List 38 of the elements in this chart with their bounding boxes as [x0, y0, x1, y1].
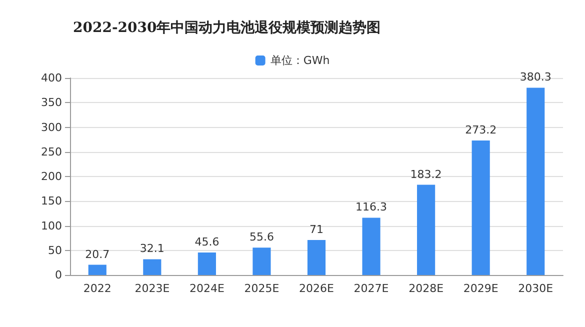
data-label: 116.3 [356, 200, 388, 214]
x-tick-label: 2028E [408, 282, 444, 295]
data-label: 273.2 [465, 123, 497, 136]
data-label: 380.3 [520, 70, 552, 84]
y-tick-label: 400 [41, 72, 62, 84]
y-tick-label: 350 [41, 96, 62, 110]
x-tick-label: 2025E [244, 282, 280, 295]
y-tick-label: 200 [41, 170, 62, 183]
data-label: 20.7 [85, 248, 110, 261]
bar [472, 140, 490, 275]
bar [526, 88, 545, 275]
x-tick-label: 2022 [83, 282, 112, 295]
data-label: 183.2 [410, 168, 442, 181]
data-label: 71 [310, 223, 324, 236]
data-label: 32.1 [140, 242, 164, 256]
x-tick-label: 2026E [299, 282, 334, 295]
x-tick-label: 2029E [463, 282, 498, 295]
bar [252, 248, 271, 275]
bar [88, 264, 106, 275]
data-label: 45.6 [194, 236, 220, 249]
bar [307, 240, 326, 275]
y-tick-label: 100 [41, 219, 62, 232]
x-tick-label: 2024E [189, 282, 224, 295]
x-tick-label: 2023E [134, 282, 170, 295]
x-tick-label: 2030E [518, 282, 554, 295]
legend-label: 单位：GWh [270, 54, 330, 67]
data-label: 55.6 [249, 230, 274, 244]
y-tick-label: 0 [55, 268, 62, 282]
y-tick-label: 150 [41, 194, 62, 208]
bar [198, 252, 216, 275]
y-tick-label: 300 [41, 120, 62, 134]
bar [417, 184, 436, 275]
x-tick-label: 2027E [354, 282, 389, 295]
y-tick-label: 250 [41, 145, 62, 158]
chart-title: 2022-2030年中国动力电池退役规模预测趋势图 [73, 19, 381, 36]
y-tick-label: 50 [48, 244, 62, 257]
bar [143, 259, 162, 275]
bar [362, 218, 380, 275]
